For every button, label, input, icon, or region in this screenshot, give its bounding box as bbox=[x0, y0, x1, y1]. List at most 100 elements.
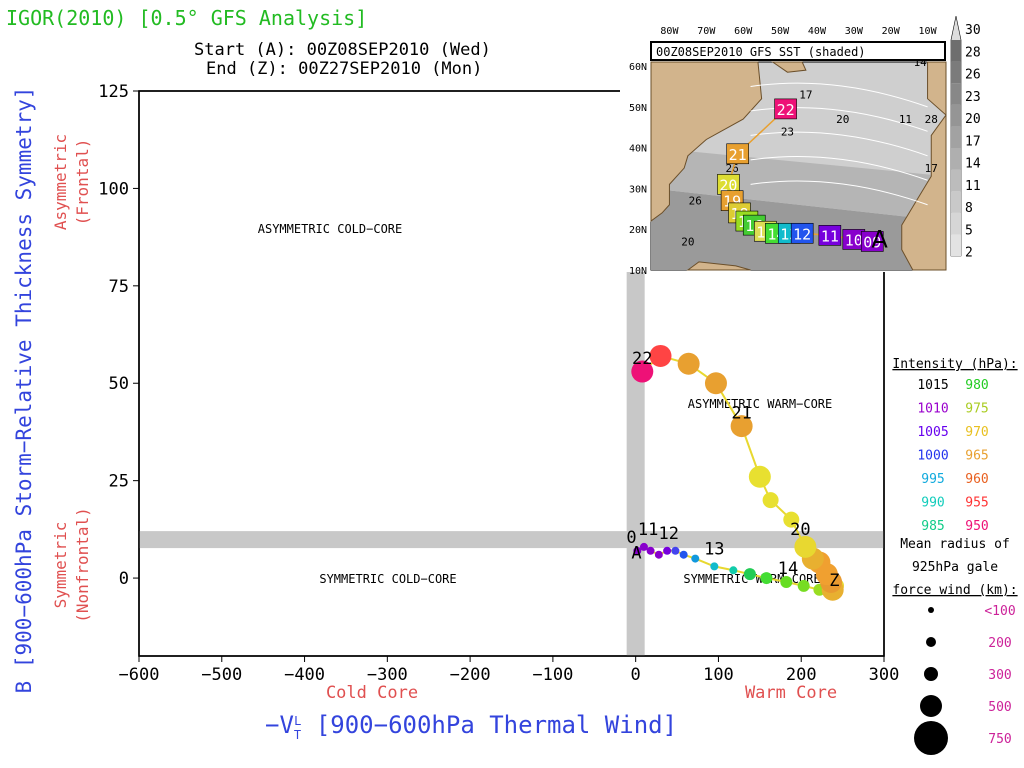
inset-colorbar-segment bbox=[951, 61, 961, 84]
inset-colorbar-segment bbox=[951, 83, 961, 105]
inset-colorbar-label: 23 bbox=[965, 90, 981, 105]
inset-sst-label: 26 bbox=[689, 195, 702, 208]
inset-lat-label: 50N bbox=[629, 103, 647, 114]
inset-track-box-label: 09 bbox=[863, 233, 881, 251]
x-tick-label: −100 bbox=[532, 665, 573, 685]
legend-radius-label: 300 bbox=[988, 668, 1011, 683]
inset-colorbar-segment bbox=[951, 148, 961, 170]
inset-lon-label: 70W bbox=[697, 26, 716, 37]
inset-colorbar-label: 5 bbox=[965, 223, 973, 238]
inset-track-box-label: 21 bbox=[729, 146, 747, 164]
legend-radius-dot bbox=[928, 607, 934, 613]
x-tick-label: 300 bbox=[869, 665, 900, 685]
inset-title: 00Z08SEP2010 GFS SST (shaded) bbox=[656, 45, 866, 59]
inset-sst-contour bbox=[750, 180, 928, 206]
track-point bbox=[797, 579, 810, 592]
legend-intensity-right: 975 bbox=[965, 402, 988, 417]
inset-track-box bbox=[790, 222, 814, 244]
inset-lat-label: 20N bbox=[629, 225, 647, 236]
inset-track-box-label: 10 bbox=[845, 231, 863, 249]
y-tick-label: 75 bbox=[109, 277, 129, 297]
legend-intensity-right: 955 bbox=[965, 496, 988, 511]
y-tick-label: 100 bbox=[98, 179, 129, 199]
y-tick-label: 25 bbox=[109, 472, 129, 492]
legend-intensity-right: 965 bbox=[965, 449, 988, 464]
inset-lon-label: 40W bbox=[808, 26, 827, 37]
inset-track-box bbox=[860, 231, 884, 252]
track-label: 0 bbox=[626, 528, 636, 548]
inset-sst-label: 26 bbox=[726, 162, 739, 175]
track-label: 21 bbox=[731, 403, 751, 423]
end-time: End (Z): 00Z27SEP2010 (Mon) bbox=[206, 59, 483, 79]
track-point bbox=[743, 568, 756, 581]
y-axis-label: B [900−600hPa Storm−Relative Thickness S… bbox=[12, 87, 36, 694]
inset-mid-sst bbox=[651, 147, 946, 222]
quadrant-label-lower-left: SYMMETRIC COLD−CORE bbox=[319, 572, 456, 586]
track-point bbox=[704, 372, 727, 395]
x-side-label-warm: Warm Core bbox=[745, 683, 837, 703]
inset-colorbar-segment bbox=[951, 169, 961, 192]
inset-colorbar-label: 8 bbox=[965, 201, 973, 216]
inset-colorbar-label: 20 bbox=[965, 112, 981, 127]
inset-colorbar-label: 26 bbox=[965, 68, 981, 83]
x-tick-label: −300 bbox=[367, 665, 408, 685]
inset-lat-label: 30N bbox=[629, 184, 647, 195]
track-label: 11 bbox=[638, 520, 658, 540]
inset-lon-label: 80W bbox=[660, 26, 679, 37]
inset-colorbar-segment bbox=[951, 104, 961, 127]
inset-greenland bbox=[771, 61, 807, 73]
track-point bbox=[649, 344, 672, 367]
legend-intensity-title: Intensity (hPa): bbox=[892, 357, 1017, 372]
track-point bbox=[679, 550, 688, 559]
track-point bbox=[639, 542, 648, 551]
quadrant-label-upper-left: ASYMMETRIC COLD−CORE bbox=[258, 222, 403, 236]
track-label: Z bbox=[829, 571, 839, 591]
legend-intensity-right: 980 bbox=[965, 378, 988, 393]
legend-intensity-left: 995 bbox=[921, 472, 944, 487]
x-tick-label: −500 bbox=[201, 665, 242, 685]
y-side-label-sym: Symmetric bbox=[51, 522, 70, 609]
track-point bbox=[631, 360, 654, 383]
inset-track-box bbox=[726, 143, 749, 165]
inset-title-box bbox=[650, 41, 946, 61]
legend-radius-dot bbox=[914, 721, 948, 755]
inset-sst-label: 28 bbox=[925, 113, 938, 126]
legend-intensity-left: 1015 bbox=[917, 378, 948, 393]
track-point bbox=[691, 554, 700, 563]
inset-track-box-label: 22 bbox=[777, 101, 795, 119]
inset-track-box-label: 11 bbox=[821, 227, 839, 245]
legend-radius-title-2: 925hPa gale bbox=[912, 560, 998, 575]
inset-colorbar-segment bbox=[951, 212, 961, 235]
legend-radius-title-3: force wind (km): bbox=[892, 583, 1017, 598]
horizontal-threshold-band bbox=[139, 531, 884, 549]
legend-intensity-left: 990 bbox=[921, 496, 944, 511]
inset-sst-label: 23 bbox=[781, 125, 794, 138]
track-label: 14 bbox=[778, 559, 798, 579]
legend-radius-dot bbox=[924, 667, 938, 681]
inset-lat-label: 40N bbox=[629, 144, 647, 155]
track-point bbox=[760, 572, 773, 585]
track-point bbox=[794, 535, 817, 558]
track-label: A bbox=[631, 544, 641, 564]
inset-colorbar-label: 2 bbox=[965, 246, 973, 261]
x-tick-label: −600 bbox=[119, 665, 160, 685]
track-point bbox=[671, 546, 680, 555]
track-point bbox=[762, 492, 779, 509]
track-point bbox=[730, 415, 753, 438]
inset-lon-label: 10W bbox=[919, 26, 938, 37]
inset-track-box-label: 12 bbox=[793, 225, 811, 243]
inset-lon-label: 20W bbox=[882, 26, 901, 37]
legend-intensity-right: 960 bbox=[965, 472, 988, 487]
quadrant-label-upper-right: ASYMMETRIC WARM−CORE bbox=[688, 397, 833, 411]
track-point bbox=[748, 465, 771, 488]
x-tick-label: 100 bbox=[703, 665, 734, 685]
track-point bbox=[783, 511, 800, 528]
inset-colorbar-segment bbox=[951, 234, 961, 256]
inset-colorbar-label: 30 bbox=[965, 23, 981, 38]
plot-border bbox=[138, 90, 885, 657]
inset-sst-contour bbox=[750, 82, 928, 108]
y-tick-label: 125 bbox=[98, 82, 129, 102]
y-side-label-sym-sub: (Nonfrontal) bbox=[73, 507, 92, 623]
track-point bbox=[710, 562, 719, 571]
